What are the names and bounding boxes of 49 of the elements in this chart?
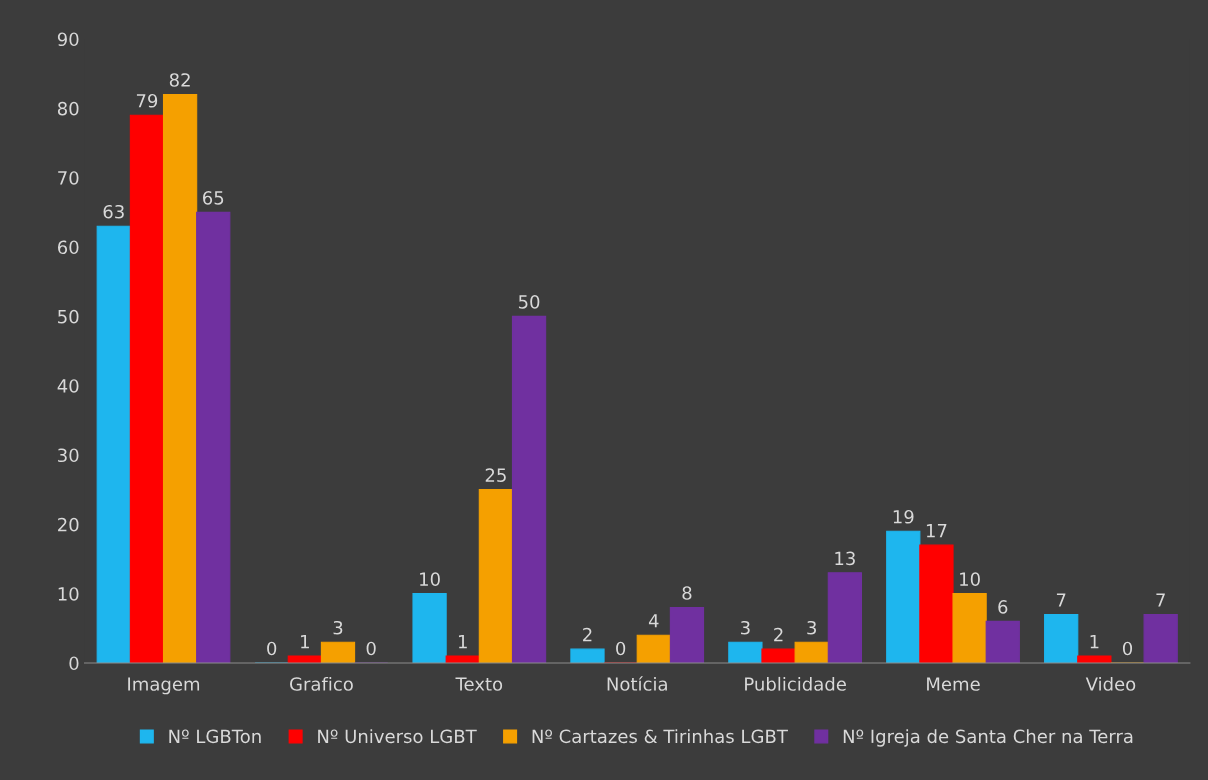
data-label: 82 [169,73,190,87]
y-tick-label: 70 [58,171,79,185]
data-label: 3 [807,620,816,635]
x-tick-label: Publicidade [745,676,846,691]
data-label: 65 [203,191,224,205]
x-tick-label: Imagem [128,677,200,695]
x-tick-label: Grafico [290,676,353,691]
x-tick-label: Meme [927,677,980,691]
y-tick-label: 30 [58,448,79,463]
data-label: 0 [1122,641,1133,656]
data-label: 2 [774,627,783,642]
data-label: 17 [926,524,947,538]
data-label: 1 [1090,634,1099,649]
data-label: 6 [998,600,1008,614]
data-label: 7 [1056,593,1066,607]
y-tick-label: 60 [57,240,79,255]
data-label: 63 [103,204,124,219]
legend-label: Nº Cartazes & Tirinhas LGBT [532,729,788,744]
data-label: 25 [485,468,506,482]
data-label: 8 [682,586,692,600]
legend-label: Nº Igreja de Santa Cher na Terra [843,729,1133,747]
data-label: 1 [458,634,467,649]
y-tick-label: 90 [57,32,79,47]
data-label: 0 [616,641,626,656]
data-label: 7 [1156,593,1165,607]
data-label: 1 [301,634,309,649]
data-label: 0 [366,641,376,656]
data-label: 10 [420,572,440,586]
x-tick-label: Notícia [607,676,667,691]
data-label: 2 [583,627,592,642]
x-tick-label: Texto [455,677,503,691]
legend-label: Nº Universo LGBT [318,729,477,744]
y-tick-label: 20 [58,517,79,532]
data-label: 0 [267,641,277,656]
data-label: 10 [960,572,980,586]
data-label: 79 [136,93,158,108]
x-tick-label: Video [1085,676,1136,691]
data-label: 4 [648,614,659,628]
y-tick-label: 0 [69,656,79,671]
data-label: 3 [741,620,750,635]
y-tick-label: 50 [58,309,79,324]
y-tick-label: 80 [57,101,79,116]
data-label: 3 [333,620,343,635]
data-label: 13 [835,551,855,566]
data-label: 50 [518,295,540,309]
y-tick-label: 40 [57,379,79,393]
legend-label: Nº LGBTon [169,729,261,744]
data-label: 19 [893,509,914,524]
y-tick-label: 10 [58,587,79,601]
